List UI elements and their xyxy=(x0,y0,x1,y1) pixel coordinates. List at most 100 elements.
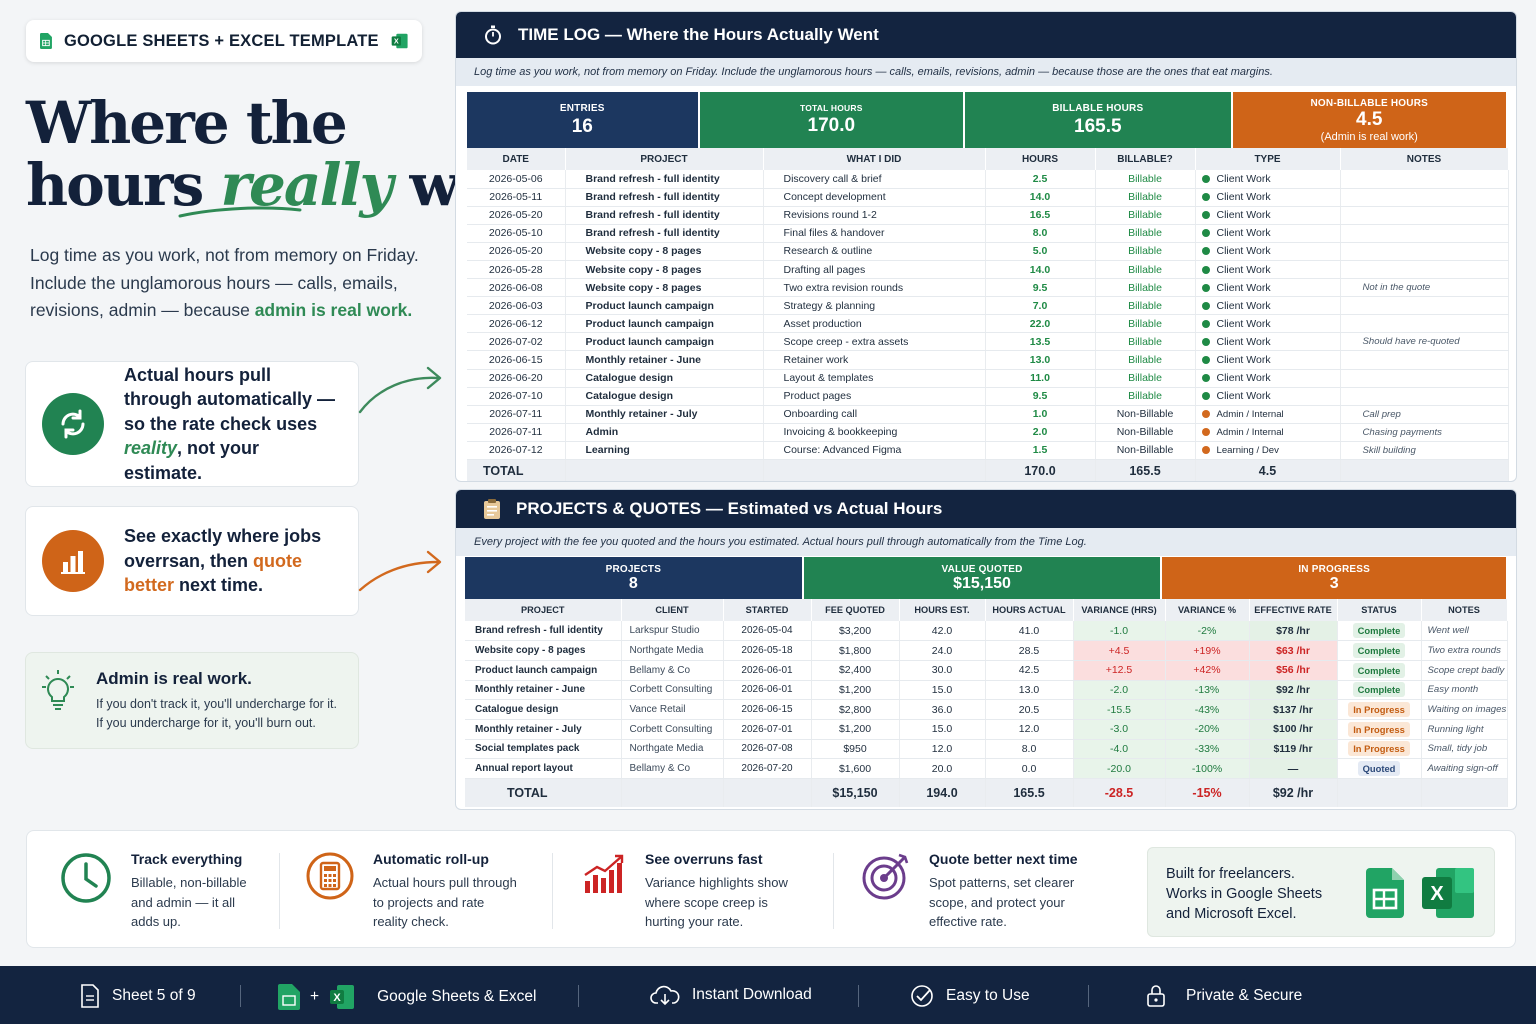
google-sheets-icon xyxy=(40,33,52,49)
time-log-cell: Billable xyxy=(1095,224,1196,243)
kpi-entries-label: ENTRIES xyxy=(559,102,605,114)
time-log-cell: Client Work xyxy=(1195,224,1341,243)
project-cell: 42.0 xyxy=(899,621,986,642)
projects-panel: PROJECTS & QUOTES — Estimated vs Actual … xyxy=(455,489,1517,810)
time-log-cell: Client Work xyxy=(1195,350,1341,370)
footer-easy: Easy to Use xyxy=(910,984,1030,1008)
type-dot-icon xyxy=(1201,211,1210,220)
kpi-inprogress-value: 3 xyxy=(1329,574,1339,592)
time-log-cell: Billable xyxy=(1095,296,1196,316)
projects-col-header: HOURS ACTUAL xyxy=(985,599,1074,621)
time-log-cell: 2026-05-10 xyxy=(467,224,566,243)
project-row[interactable]: Monthly retainer - July Corbett Consultin… xyxy=(465,719,1508,740)
status-badge: Complete xyxy=(1352,643,1406,659)
stopwatch-icon xyxy=(485,25,501,45)
time-log-cell: Admin / Internal xyxy=(1195,423,1341,442)
project-row[interactable]: Annual report layout Bellamy & Co 2026-07-… xyxy=(465,758,1508,779)
project-cell: $100 /hr xyxy=(1249,719,1338,740)
projects-col-header: PROJECT xyxy=(465,599,622,621)
time-log-cell xyxy=(1340,387,1509,406)
time-log-row[interactable]: 2026-05-06 Brand refresh - full identity D… xyxy=(467,170,1509,189)
document-icon xyxy=(81,984,99,1008)
time-log-cell: 2026-05-28 xyxy=(467,260,566,280)
type-dot-icon xyxy=(1201,193,1210,202)
time-log-cell: Not in the quote xyxy=(1340,278,1509,298)
project-cell: $2,400 xyxy=(811,660,900,681)
time-log-table: DATE PROJECT WHAT I DID HOURS BILLABLE? TYPE N… xyxy=(467,148,1509,481)
time-log-cell: Drafting all pages xyxy=(763,260,986,280)
project-cell: 2026-07-08 xyxy=(723,739,812,760)
status-badge: Complete xyxy=(1352,682,1406,698)
time-log-cell: Billable xyxy=(1095,369,1196,388)
time-log-row[interactable]: 2026-07-02 Product launch campaign Scope c… xyxy=(467,332,1509,352)
project-cell: Monthly retainer - July xyxy=(465,719,622,740)
project-row[interactable]: Website copy - 8 pages Northgate Media 202… xyxy=(465,640,1508,661)
intro-text: Log time as you work, not from memory on… xyxy=(30,245,419,320)
time-log-cell: Billable xyxy=(1095,332,1196,352)
google-sheets-icon-large xyxy=(1366,868,1404,918)
svg-text:X: X xyxy=(394,37,399,46)
project-cell: Bellamy & Co xyxy=(621,660,724,681)
time-log-row[interactable]: 2026-05-28 Website copy - 8 pages Drafting… xyxy=(467,260,1509,280)
project-cell: Northgate Media xyxy=(621,640,724,661)
time-log-row[interactable]: 2026-07-12 Learning Course: Advanced Figma… xyxy=(467,441,1509,461)
time-log-col-header: PROJECT xyxy=(565,148,764,170)
time-log-row[interactable]: 2026-06-12 Product launch campaign Asset p… xyxy=(467,314,1509,334)
time-log-row[interactable]: 2026-07-11 Monthly retainer - July Onboard… xyxy=(467,405,1509,424)
time-log-cell: 8.0 xyxy=(985,224,1096,243)
type-dot-icon xyxy=(1201,392,1210,401)
time-log-cell: Onboarding call xyxy=(763,405,986,424)
project-row[interactable]: Catalogue design Vance Retail 2026-06-15 $2… xyxy=(465,699,1508,720)
time-log-row[interactable]: 2026-06-08 Website copy - 8 pages Two extr… xyxy=(467,278,1509,298)
time-log-row[interactable]: 2026-06-15 Monthly retainer - June Retaine… xyxy=(467,350,1509,370)
time-log-row[interactable]: 2026-06-20 Catalogue design Layout & templ… xyxy=(467,369,1509,388)
project-cell: 12.0 xyxy=(899,739,986,760)
project-cell: 42.5 xyxy=(985,660,1074,681)
time-log-cell: 2026-06-15 xyxy=(467,350,566,370)
time-log-row[interactable]: 2026-05-10 Brand refresh - full identity F… xyxy=(467,224,1509,243)
time-log-cell: Non-Billable xyxy=(1095,423,1196,442)
project-cell: $1,600 xyxy=(811,758,900,779)
project-row[interactable]: Monthly retainer - June Corbett Consultin… xyxy=(465,680,1508,701)
arrow-to-projects xyxy=(358,550,442,592)
project-row[interactable]: Product launch campaign Bellamy & Co 2026-… xyxy=(465,660,1508,681)
time-log-row[interactable]: 2026-07-11 Admin Invoicing & bookkeeping 2.… xyxy=(467,423,1509,442)
kpi-total-label: TOTAL HOURS xyxy=(799,103,863,113)
time-log-cell: Brand refresh - full identity xyxy=(565,224,764,243)
time-log-cell: Skill building xyxy=(1340,441,1509,461)
time-log-cell: Brand refresh - full identity xyxy=(565,206,764,225)
time-log-row[interactable]: 2026-05-11 Brand refresh - full identity C… xyxy=(467,188,1509,207)
type-dot-icon xyxy=(1201,319,1210,328)
time-log-row[interactable]: 2026-05-20 Brand refresh - full identity R… xyxy=(467,206,1509,225)
kpi-total-value: 170.0 xyxy=(807,115,856,136)
hero-word-really: really xyxy=(220,151,393,219)
time-log-cell: 11.0 xyxy=(985,369,1096,388)
time-log-cell: Client Work xyxy=(1195,369,1341,388)
project-row[interactable]: Brand refresh - full identity Larkspur St… xyxy=(465,621,1508,642)
time-log-cell: Course: Advanced Figma xyxy=(763,441,986,461)
time-log-cell: Non-Billable xyxy=(1095,441,1196,461)
project-row[interactable]: Social templates pack Northgate Media 2026… xyxy=(465,739,1508,760)
projects-col-header: HOURS EST. xyxy=(899,599,986,621)
project-cell: 30.0 xyxy=(899,660,986,681)
project-cell: Went well xyxy=(1421,621,1508,642)
projects-total-row: TOTAL $15,150 194.0 165.5 -28.5 -15% $92… xyxy=(465,778,1508,807)
project-cell: Corbett Consulting xyxy=(621,680,724,701)
sheets-small-icon xyxy=(278,984,300,1010)
time-log-row[interactable]: 2026-06-03 Product launch campaign Strateg… xyxy=(467,296,1509,316)
time-log-cell: Catalogue design xyxy=(565,387,764,406)
time-log-cell: Discovery call & brief xyxy=(763,170,986,189)
project-cell: 2026-06-01 xyxy=(723,680,812,701)
type-dot-icon xyxy=(1201,410,1210,419)
project-cell: Waiting on images xyxy=(1421,699,1508,720)
intro-paragraph: Log time as you work, not from memory on… xyxy=(30,242,430,325)
time-log-row[interactable]: 2026-05-20 Website copy - 8 pages Research… xyxy=(467,242,1509,261)
time-log-row[interactable]: 2026-07-10 Catalogue design Product pages 9… xyxy=(467,387,1509,406)
time-log-cell: Billable xyxy=(1095,188,1196,207)
feature-card-auto-text: Actual hours pull through automatically … xyxy=(124,364,336,483)
bar-chart-icon xyxy=(42,530,104,592)
type-dot-icon xyxy=(1201,265,1210,274)
project-cell: -13% xyxy=(1165,680,1250,701)
project-cell: -20% xyxy=(1165,719,1250,740)
project-cell: 2026-06-15 xyxy=(723,699,812,720)
